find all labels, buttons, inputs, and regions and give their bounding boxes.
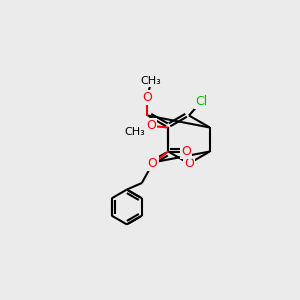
- Text: O: O: [184, 157, 194, 170]
- Text: O: O: [142, 91, 152, 104]
- Text: O: O: [148, 157, 158, 170]
- Text: O: O: [146, 119, 156, 133]
- Text: O: O: [181, 145, 191, 158]
- Text: CH₃: CH₃: [141, 76, 161, 86]
- Text: Cl: Cl: [196, 94, 208, 108]
- Text: CH₃: CH₃: [125, 127, 146, 137]
